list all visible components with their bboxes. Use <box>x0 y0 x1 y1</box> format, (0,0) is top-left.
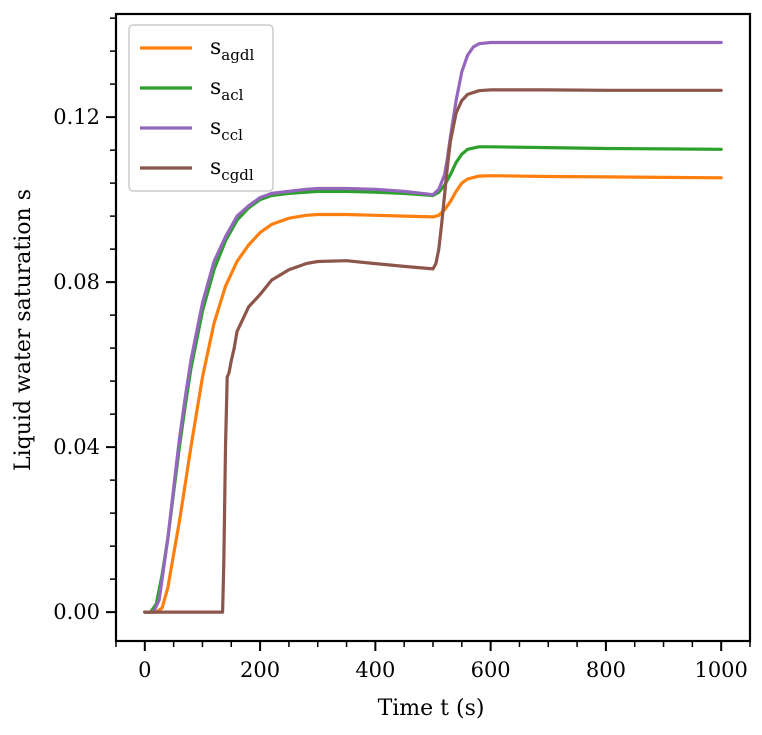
y-tick-label: 0.08 <box>53 270 100 294</box>
legend: sagdl sacl sccl scgdl <box>128 24 274 192</box>
y-axis-label: Liquid water saturation s <box>11 189 36 471</box>
series-line-agdl <box>143 174 723 614</box>
legend-label-acl: sacl <box>210 75 244 104</box>
x-tick-label: 1000 <box>694 658 747 682</box>
x-tick-label: 200 <box>240 658 280 682</box>
legend-label-cgdl: scgdl <box>210 155 254 184</box>
series-line-cgdl <box>143 88 723 614</box>
legend-box <box>128 24 274 192</box>
legend-label-agdl: sagdl <box>210 35 254 64</box>
x-tick-label: 600 <box>471 658 511 682</box>
y-tick-label: 0.04 <box>53 435 100 459</box>
y-tick-label: 0.00 <box>53 600 100 624</box>
legend-label-ccl: sccl <box>210 115 243 144</box>
y-tick-label: 0.12 <box>53 105 100 129</box>
x-tick-label: 400 <box>355 658 395 682</box>
tick-layer: 0 200 400 600 800 1000 0.00 0.04 0.08 0.12 <box>53 17 751 682</box>
x-tick-label: 800 <box>586 658 626 682</box>
x-axis-label: Time t (s) <box>378 696 485 721</box>
series-layer <box>143 40 723 614</box>
series-line-ccl <box>143 40 723 614</box>
x-tick-label: 0 <box>138 658 151 682</box>
